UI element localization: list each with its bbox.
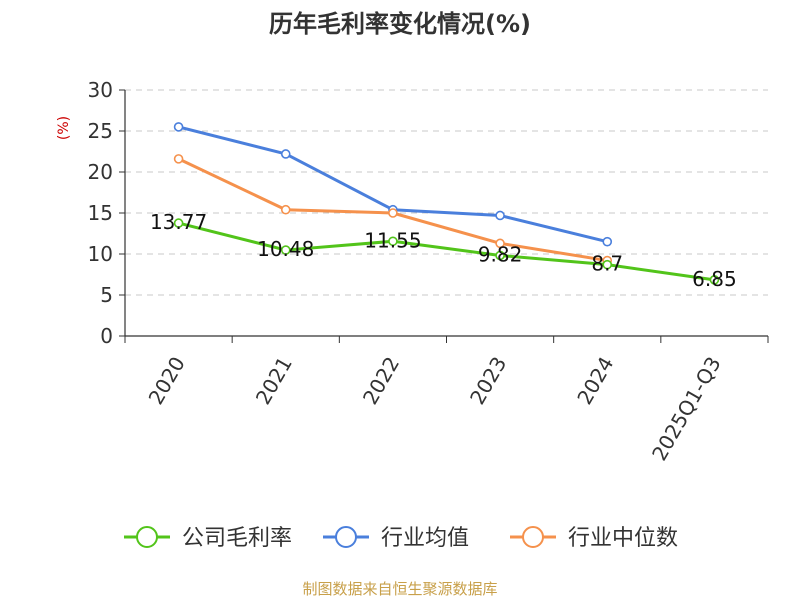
legend-label[interactable]: 公司毛利率 <box>182 526 292 551</box>
y-tick-label: 10 <box>88 242 113 266</box>
grid-layer <box>125 89 768 296</box>
data-label: 9.82 <box>478 242 523 266</box>
y-tick-label: 25 <box>88 119 113 143</box>
x-tick-label: 2020 <box>144 353 190 409</box>
data-point <box>602 259 613 270</box>
data-point <box>602 236 613 247</box>
data-label: 10.48 <box>257 237 314 261</box>
data-label: 6.85 <box>692 267 737 291</box>
data-point <box>280 204 291 215</box>
series-line-1 <box>178 125 608 244</box>
data-label: 8.7 <box>591 252 623 276</box>
y-tick-label: 0 <box>100 324 113 348</box>
legend: 公司毛利率 行业均值 行业中位数 <box>124 526 678 551</box>
legend-marker <box>335 526 357 548</box>
data-point <box>173 218 184 228</box>
x-tick-label: 2024 <box>572 353 618 409</box>
x-tick-label: 2022 <box>358 353 404 409</box>
data-point <box>495 210 505 221</box>
y-tick-label: 15 <box>88 201 113 225</box>
data-point <box>495 238 505 249</box>
axis-layer: 0 5 10 15 20 25 30 2020 2021 2022 2023 2024 2025Q1-Q… <box>88 78 769 465</box>
data-label-layer: 13.77 10.48 11.55 9.82 8.7 6.85 <box>150 210 737 291</box>
chart-title: 历年毛利率变化情况(%) <box>269 10 531 38</box>
source-note: 制图数据来自恒生聚源数据库 <box>302 580 497 598</box>
data-point <box>388 236 398 247</box>
legend-label[interactable]: 行业均值 <box>381 526 469 551</box>
data-point <box>173 122 184 132</box>
y-tick-label: 30 <box>88 78 113 102</box>
x-tick-label: 2025Q1-Q3 <box>647 353 726 465</box>
data-label: 11.55 <box>364 228 421 252</box>
series-line-0 <box>178 221 715 282</box>
legend-marker <box>522 526 544 548</box>
legend-label[interactable]: 行业中位数 <box>568 526 678 551</box>
data-point <box>495 250 505 261</box>
data-point <box>280 245 291 255</box>
x-tick-label: 2023 <box>465 353 511 409</box>
data-point <box>388 208 398 218</box>
y-tick-label: 20 <box>88 160 113 184</box>
data-point <box>709 275 720 285</box>
data-point <box>173 154 184 164</box>
series-layer <box>173 122 720 285</box>
x-tick-label: 2021 <box>251 353 297 409</box>
data-point <box>280 149 291 159</box>
legend-marker <box>136 526 158 548</box>
y-axis-label: (%) <box>56 116 72 140</box>
data-label: 13.77 <box>150 210 207 234</box>
y-tick-label: 5 <box>100 283 113 307</box>
